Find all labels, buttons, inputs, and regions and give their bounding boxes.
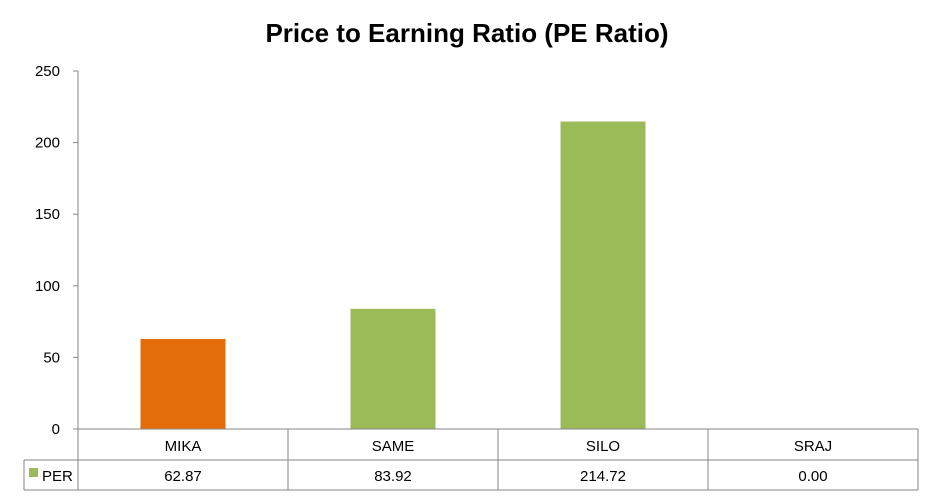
x-tick-label: SAME [372,438,415,455]
legend-swatch-per [29,468,38,477]
bars [140,121,646,429]
y-tick-label: 200 [35,135,60,152]
y-tick-label: 50 [43,349,60,366]
data-label: 83.92 [374,468,412,485]
y-tick-label: 150 [35,206,60,223]
y-tick-label: 100 [35,278,60,295]
data-label: 62.87 [164,468,202,485]
bar-same [350,308,436,429]
bar-mika [140,338,226,429]
chart-title: Price to Earning Ratio (PE Ratio) [265,18,668,48]
data-label: 214.72 [580,468,626,485]
data-label: 0.00 [798,468,827,485]
data-table: PER MIKA 62.87 SAME 83.92 SILO 214.72 SRAJ 0.00 [23,428,919,491]
x-tick-label: SRAJ [794,438,832,455]
x-tick-label: MIKA [165,438,202,455]
legend-label-per: PER [42,468,73,485]
bar-silo [560,121,646,429]
x-tick-label: SILO [586,438,620,455]
y-tick-label: 250 [35,63,60,80]
y-tick-label: 0 [52,421,60,438]
y-axis: 0 50 100 150 200 250 [35,63,79,438]
